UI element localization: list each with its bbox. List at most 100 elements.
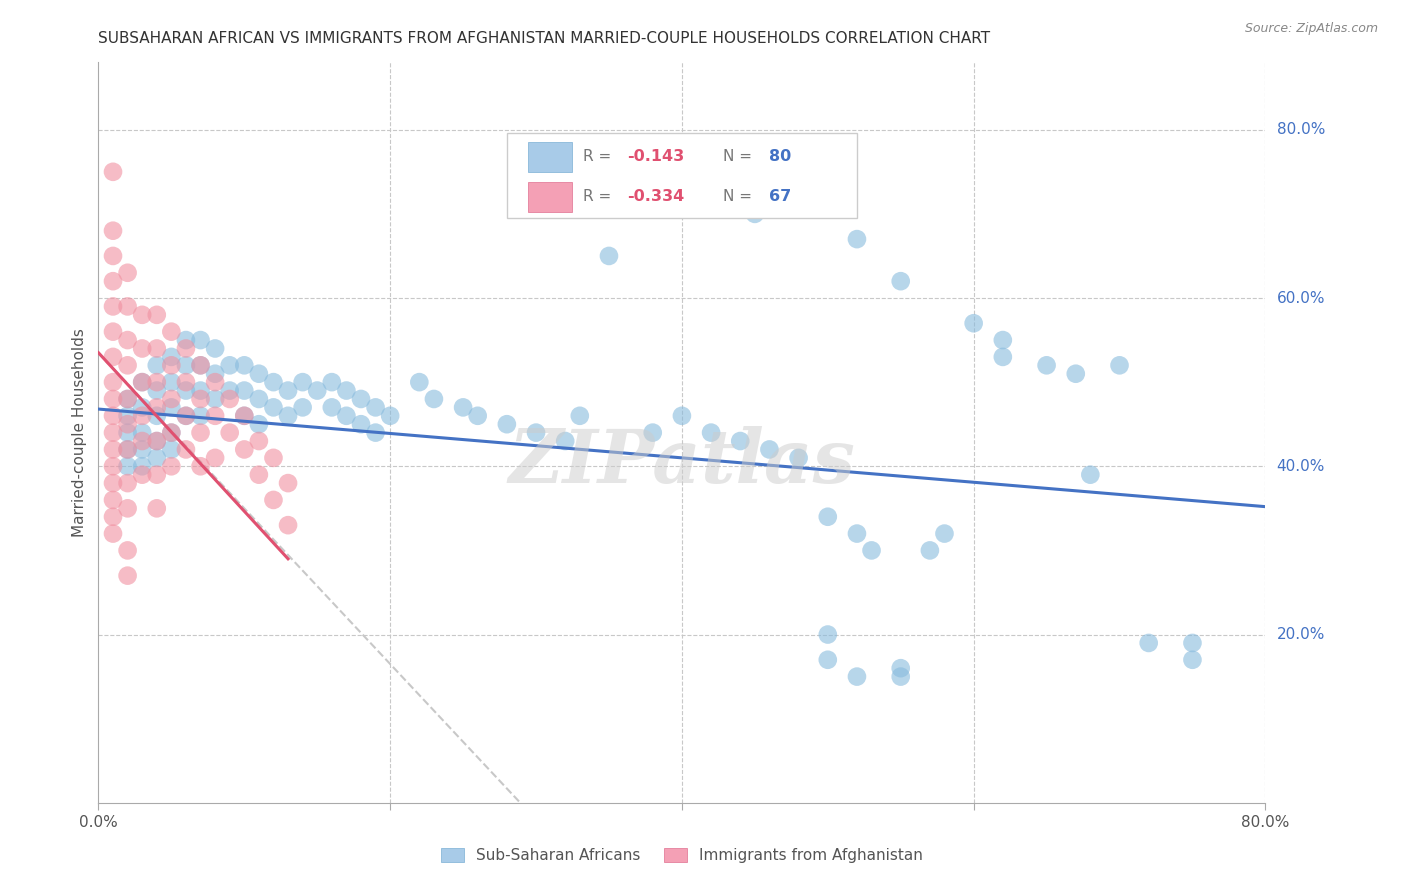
Bar <box>527 142 572 171</box>
Point <box>131 308 153 322</box>
Point <box>860 543 883 558</box>
Point <box>146 434 169 448</box>
Text: 20.0%: 20.0% <box>1277 627 1324 642</box>
Text: 80: 80 <box>769 149 792 164</box>
Point <box>174 442 197 457</box>
Point <box>146 342 169 356</box>
Point <box>1080 467 1102 482</box>
Point <box>233 442 256 457</box>
Text: 40.0%: 40.0% <box>1277 458 1324 474</box>
Text: -0.334: -0.334 <box>627 189 685 204</box>
Point <box>101 459 124 474</box>
Point <box>846 526 869 541</box>
Point <box>101 350 124 364</box>
Point <box>160 350 183 364</box>
Bar <box>527 182 572 211</box>
Point <box>262 450 284 465</box>
Point <box>700 425 723 440</box>
Text: Source: ZipAtlas.com: Source: ZipAtlas.com <box>1244 22 1378 36</box>
Point <box>101 165 124 179</box>
Text: N =: N = <box>723 149 756 164</box>
Text: SUBSAHARAN AFRICAN VS IMMIGRANTS FROM AFGHANISTAN MARRIED-COUPLE HOUSEHOLDS CORR: SUBSAHARAN AFRICAN VS IMMIGRANTS FROM AF… <box>98 31 991 46</box>
Point <box>204 450 226 465</box>
Point <box>467 409 489 423</box>
Point <box>364 401 387 415</box>
Point <box>131 434 153 448</box>
Point <box>117 359 139 373</box>
Point <box>146 401 169 415</box>
Point <box>146 384 169 398</box>
Point <box>117 459 139 474</box>
Point <box>131 342 153 356</box>
Point <box>160 325 183 339</box>
Point <box>496 417 519 432</box>
Point <box>730 434 752 448</box>
Point <box>131 409 153 423</box>
Point <box>190 392 212 406</box>
Point <box>190 359 212 373</box>
Point <box>160 375 183 389</box>
Point <box>190 359 212 373</box>
Point <box>101 392 124 406</box>
Point <box>101 375 124 389</box>
Point <box>146 501 169 516</box>
Point <box>247 392 270 406</box>
Point <box>991 333 1014 347</box>
Point <box>117 568 139 582</box>
Point <box>1108 359 1130 373</box>
Point <box>233 384 256 398</box>
Point <box>101 409 124 423</box>
Point <box>190 459 212 474</box>
Point <box>160 459 183 474</box>
Text: R =: R = <box>582 189 616 204</box>
Point <box>131 375 153 389</box>
Point <box>146 434 169 448</box>
Point <box>890 274 912 288</box>
Point <box>204 392 226 406</box>
Point <box>117 501 139 516</box>
Point <box>817 653 839 667</box>
Point <box>174 409 197 423</box>
Point <box>131 459 153 474</box>
Legend: Sub-Saharan Africans, Immigrants from Afghanistan: Sub-Saharan Africans, Immigrants from Af… <box>434 842 929 869</box>
Point <box>262 492 284 507</box>
Point <box>1181 636 1204 650</box>
Point <box>890 661 912 675</box>
Point <box>218 384 240 398</box>
Point <box>321 401 343 415</box>
Point <box>350 417 373 432</box>
Point <box>846 232 869 246</box>
Point <box>335 384 357 398</box>
Point <box>598 249 620 263</box>
Point <box>524 425 547 440</box>
Point <box>117 333 139 347</box>
Point <box>1137 636 1160 650</box>
Point <box>174 342 197 356</box>
Point <box>117 417 139 432</box>
Point <box>335 409 357 423</box>
Point <box>247 467 270 482</box>
Y-axis label: Married-couple Households: Married-couple Households <box>72 328 87 537</box>
Point <box>101 526 124 541</box>
Point <box>117 543 139 558</box>
Point <box>218 392 240 406</box>
Point <box>131 401 153 415</box>
Point <box>247 417 270 432</box>
Text: ZIPatlas: ZIPatlas <box>509 426 855 499</box>
Point <box>758 442 780 457</box>
Point <box>1064 367 1087 381</box>
Point <box>1035 359 1057 373</box>
Point <box>218 425 240 440</box>
Point <box>101 325 124 339</box>
Point <box>364 425 387 440</box>
Point <box>817 509 839 524</box>
Point <box>101 274 124 288</box>
Point <box>117 409 139 423</box>
Point <box>174 375 197 389</box>
Point <box>451 401 474 415</box>
Point <box>321 375 343 389</box>
Text: N =: N = <box>723 189 756 204</box>
Point <box>277 518 299 533</box>
Point <box>190 409 212 423</box>
Text: 80.0%: 80.0% <box>1277 122 1324 137</box>
